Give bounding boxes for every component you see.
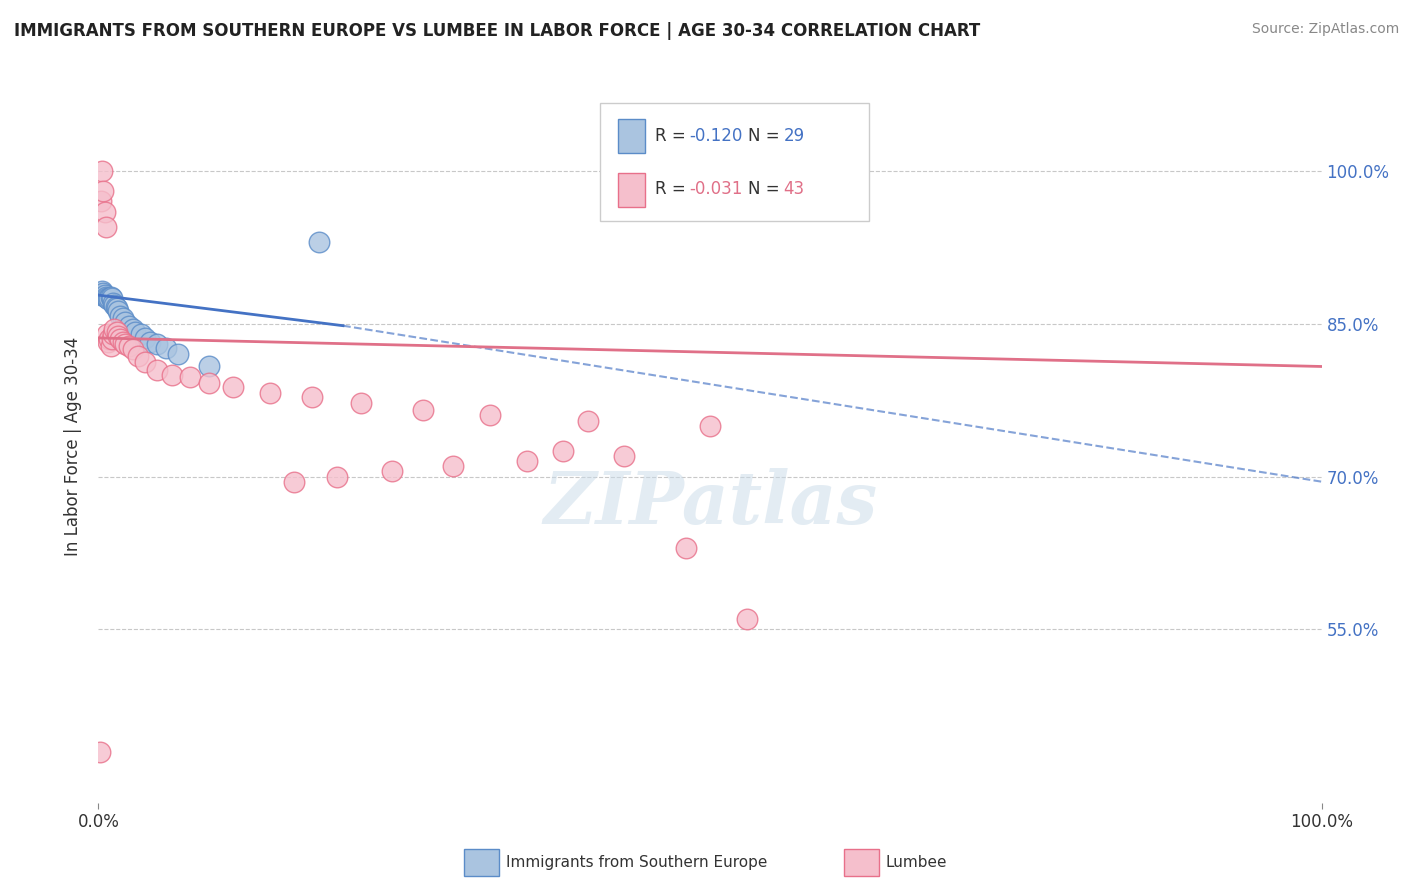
Point [118,318,141,333]
Point [350,396,373,410]
Point [735,612,758,626]
Point [613,449,636,463]
Point [93,204,115,219]
Text: 43: 43 [783,180,804,198]
Point [104,301,127,315]
Point [101,332,124,346]
Point [96,291,118,305]
Text: -0.031: -0.031 [689,180,742,198]
Point [412,403,434,417]
Point [301,390,323,404]
Point [576,413,599,427]
FancyBboxPatch shape [600,103,869,221]
Point [699,418,721,433]
Point [197,376,219,390]
Point [381,465,404,479]
Y-axis label: In Labor Force | Age 30-34: In Labor Force | Age 30-34 [65,336,83,556]
Text: R =: R = [655,127,690,145]
Point [121,322,143,336]
Point [107,304,129,318]
Point [96,326,118,341]
Point [553,444,575,458]
Text: IMMIGRANTS FROM SOUTHERN EUROPE VS LUMBEE IN LABOR FORCE | AGE 30-34 CORRELATION: IMMIGRANTS FROM SOUTHERN EUROPE VS LUMBE… [14,22,980,40]
Point [222,380,245,394]
Point [100,290,122,304]
Point [326,469,349,483]
Point [91,286,114,301]
Point [101,326,124,341]
Point [146,337,169,351]
Point [134,355,156,369]
Point [124,325,146,339]
Point [160,368,183,382]
Point [97,334,120,349]
Point [101,296,124,310]
Point [167,347,190,361]
Point [139,334,162,349]
Point [515,454,537,468]
Point [100,339,122,353]
Point [127,349,149,363]
Point [114,337,136,351]
Text: N =: N = [748,127,785,145]
Point [118,339,141,353]
Point [283,475,305,489]
Point [110,309,132,323]
Point [91,163,114,178]
Point [98,332,121,346]
Point [101,291,124,305]
Point [94,290,117,304]
Point [179,369,201,384]
Text: N =: N = [748,180,785,198]
Text: Source: ZipAtlas.com: Source: ZipAtlas.com [1251,22,1399,37]
Point [103,298,125,312]
Point [97,292,120,306]
Point [94,219,117,234]
Text: Lumbee: Lumbee [886,855,948,870]
Point [93,288,115,302]
Text: 29: 29 [783,127,804,145]
Point [259,386,281,401]
Point [107,329,129,343]
Point [441,459,464,474]
Point [308,235,330,249]
Point [103,322,125,336]
Point [121,342,143,356]
Point [197,359,219,374]
Point [90,288,112,302]
Point [478,409,501,423]
Point [146,362,169,376]
Point [90,194,112,209]
Point [91,284,114,298]
Point [111,334,134,349]
Point [155,341,177,355]
Point [105,325,128,339]
Bar [619,173,645,207]
Text: R =: R = [655,180,690,198]
Point [114,315,136,329]
Text: ZIPatlas: ZIPatlas [543,467,877,539]
Point [129,326,152,341]
Point [110,332,132,346]
Point [111,310,134,325]
Point [91,184,114,198]
Bar [619,120,645,153]
Text: Immigrants from Southern Europe: Immigrants from Southern Europe [506,855,768,870]
Point [98,291,121,305]
Text: -0.120: -0.120 [689,127,742,145]
Point [89,745,111,759]
Point [105,301,128,316]
Point [134,331,156,345]
Point [675,541,697,555]
